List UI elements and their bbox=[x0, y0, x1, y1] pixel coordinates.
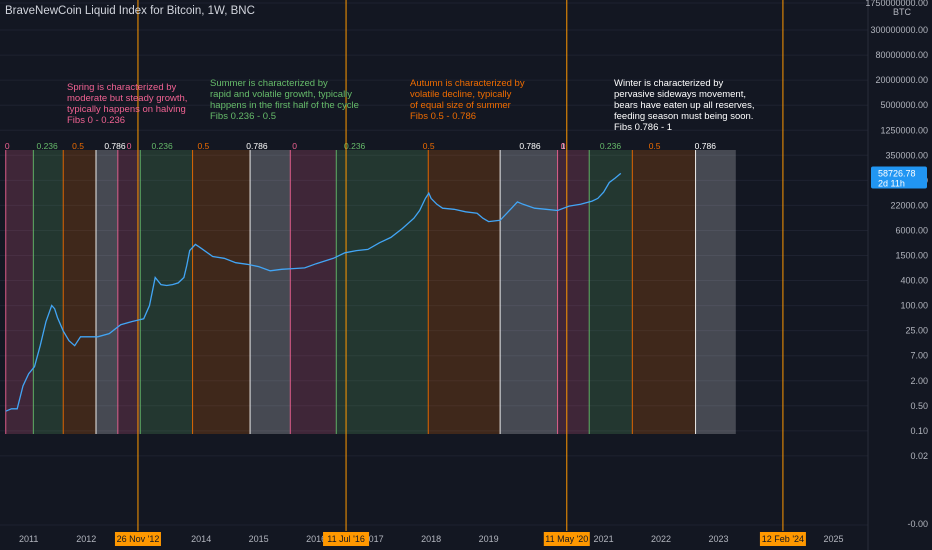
x-tick-label: 2023 bbox=[709, 534, 729, 544]
halving-date-tag bbox=[543, 532, 590, 546]
fib-label: 0.786 bbox=[246, 141, 268, 151]
y-tick-label: 80000000.00 bbox=[875, 50, 928, 60]
fib-label: 0 bbox=[5, 141, 10, 151]
autumn-note: Autumn is characterized by volatile decl… bbox=[410, 78, 525, 122]
fib-label: 0.236 bbox=[36, 141, 58, 151]
summer-note: Summer is characterized by rapid and vol… bbox=[210, 78, 359, 122]
y-axis: 1750000000.00 300000000.00 80000000.00 2000… bbox=[865, 0, 928, 550]
x-tick-label: 2025 bbox=[823, 534, 843, 544]
y-tick-label: 0.50 bbox=[910, 401, 928, 411]
fib-label: 0 bbox=[561, 141, 566, 151]
season-band-spring bbox=[5, 150, 34, 434]
event-labels: 26 Nov '12 11 Jul '16 11 May '20 12 Feb '24 bbox=[114, 532, 806, 546]
y-tick-label: 1750000000.00 bbox=[865, 0, 928, 8]
y-tick-label: 350000.00 bbox=[885, 150, 928, 160]
y-tick-label: 0.10 bbox=[910, 426, 928, 436]
fib-label: 0 bbox=[292, 141, 297, 151]
x-tick-label: 2018 bbox=[421, 534, 441, 544]
last-price-tag bbox=[871, 166, 927, 189]
season-band-autumn bbox=[192, 150, 251, 434]
y-tick-label: 25.00 bbox=[905, 326, 928, 336]
season-bands bbox=[5, 150, 736, 434]
fib-label: 0.236 bbox=[151, 141, 173, 151]
spring-note: Spring is characterized by moderate but … bbox=[67, 82, 188, 126]
fib-labels: 0 0.236 0.5 0.786 0 0.236 0.5 0.786 0 0.236 0.5 0.7… bbox=[5, 141, 716, 151]
halving-date-tag bbox=[323, 532, 370, 546]
fib-label: 0.786 bbox=[695, 141, 717, 151]
season-band-summer bbox=[140, 150, 193, 434]
y-tick-label: 7.00 bbox=[910, 351, 928, 361]
halving-date-label: 11 May '20 bbox=[545, 534, 588, 544]
x-tick-label: 2012 bbox=[76, 534, 96, 544]
price-line bbox=[5, 172, 622, 412]
y-tick-label: 6000.00 bbox=[895, 225, 928, 235]
season-band-autumn bbox=[632, 150, 696, 434]
y-tick-label: 1500.00 bbox=[895, 251, 928, 261]
y-tick-label: 400.00 bbox=[900, 276, 928, 286]
fib-label: 0.5 bbox=[649, 141, 661, 151]
x-tick-label: 2017 bbox=[364, 534, 384, 544]
season-band-winter bbox=[95, 150, 118, 434]
halving-date-label: 11 Jul '16 bbox=[327, 534, 365, 544]
halving-date-tag bbox=[759, 532, 806, 546]
season-band-autumn bbox=[63, 150, 96, 434]
halving-date-label: 12 Feb '24 bbox=[762, 534, 804, 544]
price-series bbox=[5, 172, 622, 412]
y-tick-label: 300000000.00 bbox=[870, 25, 928, 35]
y-tick-label: 5000000.00 bbox=[880, 100, 928, 110]
y-tick-label: 2.00 bbox=[910, 376, 928, 386]
season-band-spring bbox=[117, 150, 141, 434]
bar-countdown: 2d 11h bbox=[878, 178, 905, 188]
y-axis-unit: BTC bbox=[893, 7, 912, 17]
winter-note: Winter is characterized by pervasive sid… bbox=[614, 78, 755, 133]
chart-title: BraveNewCoin Liquid Index for Bitcoin, 1… bbox=[5, 5, 255, 17]
season-band-summer bbox=[589, 150, 633, 434]
halving-date-tag bbox=[114, 532, 161, 546]
halving-date-label: 26 Nov '12 bbox=[117, 534, 160, 544]
season-band-spring bbox=[290, 150, 337, 434]
fib-label: 0.5 bbox=[72, 141, 84, 151]
fib-label: 0.236 bbox=[344, 141, 366, 151]
grid bbox=[0, 2, 868, 526]
y-tick-label: -0.00 bbox=[907, 519, 928, 529]
season-band-spring bbox=[557, 150, 590, 434]
x-axis: 2011 2012 2014 2015 2016 2017 2018 2019 2021 2022… bbox=[19, 534, 843, 544]
x-tick-label: 2015 bbox=[249, 534, 269, 544]
x-tick-label: 2021 bbox=[594, 534, 614, 544]
fib-label: 1 bbox=[561, 141, 566, 151]
y-tick-label: 20000000.00 bbox=[875, 75, 928, 85]
fib-label: 0.5 bbox=[197, 141, 209, 151]
x-tick-label: 2022 bbox=[651, 534, 671, 544]
season-band-winter bbox=[695, 150, 736, 434]
y-tick-label: 1250000.00 bbox=[880, 125, 928, 135]
fib-label: 0.786 bbox=[104, 141, 126, 151]
season-band-summer bbox=[33, 150, 64, 434]
y-tick-label: 0.02 bbox=[910, 451, 928, 461]
x-tick-label: 2016 bbox=[306, 534, 326, 544]
last-price-value: 58726.78 bbox=[878, 168, 916, 178]
y-tick-label: 22000.00 bbox=[890, 200, 928, 210]
y-tick-label: 100.00 bbox=[900, 301, 928, 311]
season-band-winter bbox=[500, 150, 558, 434]
fib-label: 0.786 bbox=[519, 141, 541, 151]
x-tick-label: 2019 bbox=[479, 534, 499, 544]
season-band-summer bbox=[336, 150, 429, 434]
fib-label: 0.236 bbox=[600, 141, 622, 151]
fib-label: 0 bbox=[127, 141, 132, 151]
x-tick-label: 2014 bbox=[191, 534, 211, 544]
season-band-winter bbox=[250, 150, 291, 434]
season-band-autumn bbox=[428, 150, 501, 434]
event-lines bbox=[137, 0, 784, 531]
fib-label: 0.5 bbox=[423, 141, 435, 151]
x-tick-label: 2011 bbox=[19, 534, 38, 544]
